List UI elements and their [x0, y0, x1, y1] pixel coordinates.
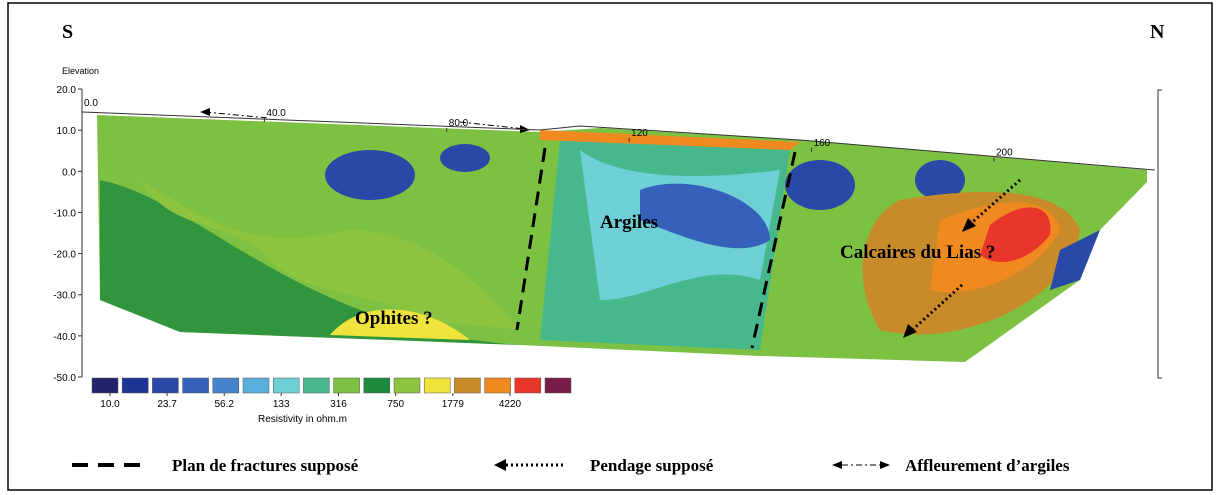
color-swatch: [514, 377, 542, 394]
scale-tick-label: 23.7: [157, 399, 177, 410]
color-swatch: [484, 377, 511, 394]
corner-label: S: [62, 21, 73, 43]
legend-symbol: [880, 461, 890, 469]
dip-arrow: [908, 283, 964, 334]
zone: [980, 207, 1051, 263]
zone: [325, 150, 415, 200]
zone: [440, 144, 490, 172]
y-tick-label: 0.0: [62, 167, 76, 178]
right-axis: [1157, 89, 1162, 379]
color-swatch: [363, 377, 391, 394]
color-swatch: [121, 377, 149, 394]
frame: [7, 2, 1213, 491]
color-swatch: [303, 377, 330, 394]
color-swatch: [152, 377, 179, 394]
annotation: Argiles: [600, 212, 658, 233]
x-tick-label: 200: [996, 148, 1013, 159]
y-tick-label: -10.0: [53, 208, 76, 219]
scale-tick-label: 4220: [499, 399, 522, 410]
annotation: Ophites ?: [355, 308, 433, 329]
y-tick-label: 20.0: [57, 85, 77, 96]
legend-label: Pendage supposé: [590, 456, 714, 475]
color-swatch: [333, 377, 360, 394]
surface-line: [81, 111, 1156, 171]
arrow-head: [962, 218, 976, 232]
scale-tick-label: 750: [387, 399, 404, 410]
x-tick-label: 0.0: [84, 98, 98, 109]
zone: [330, 309, 470, 340]
color-swatch: [242, 377, 270, 394]
x-tick-label: 80.0: [449, 118, 469, 129]
zone: [640, 183, 770, 249]
legend-label: Plan de fractures supposé: [172, 456, 359, 475]
color-swatch: [182, 377, 209, 394]
y-tick-label: -20.0: [53, 250, 76, 261]
section: Argiles Calcaires du Lias ? Ophites ?: [81, 89, 1162, 379]
legend-symbol: [832, 461, 842, 469]
y-axis-label: Elevation: [62, 66, 99, 76]
outcrop-arrow: [204, 111, 269, 119]
scale-tick-label: 10.0: [100, 399, 120, 410]
color-swatch: [454, 377, 481, 394]
arrow-head: [200, 108, 210, 116]
scale-tick-label: 316: [330, 399, 347, 410]
scale-tick-label: 1779: [442, 399, 465, 410]
y-tick-label: 10.0: [57, 126, 77, 137]
color-swatch: [212, 377, 240, 394]
x-tick-label: 40.0: [266, 108, 286, 119]
corner-label: N: [1150, 21, 1165, 43]
y-tick-label: -50.0: [53, 373, 76, 384]
zone: [915, 160, 965, 200]
zone: [785, 160, 855, 210]
color-scale-label: Resistivity in ohm.m: [258, 414, 347, 425]
color-swatch: [393, 377, 421, 394]
arrow-head: [903, 324, 917, 338]
y-tick-label: -30.0: [53, 291, 76, 302]
y-tick-label: -40.0: [53, 332, 76, 343]
fracture-line: [515, 147, 547, 331]
annotation: Calcaires du Lias ?: [840, 242, 995, 263]
legend: Plan de fractures supposé Pendage suppos…: [72, 456, 1070, 475]
color-swatch: [423, 377, 451, 394]
zone: [140, 180, 520, 330]
color-swatch: [272, 377, 300, 394]
legend-symbol: [494, 459, 506, 471]
scale-tick-label: 133: [273, 399, 290, 410]
zone: [540, 130, 800, 150]
dip-arrow: [967, 178, 1021, 228]
fracture-line: [750, 151, 797, 349]
zone: [1050, 230, 1100, 290]
outcrop-arrow: [459, 121, 526, 130]
legend-label: Affleurement d’argiles: [905, 456, 1070, 475]
color-swatch: [91, 377, 119, 394]
color-swatch: [544, 377, 572, 394]
scale-tick-label: 56.2: [214, 399, 234, 410]
x-tick-label: 160: [814, 138, 831, 149]
x-tick-label: 120: [631, 128, 648, 139]
zone: [100, 180, 520, 345]
